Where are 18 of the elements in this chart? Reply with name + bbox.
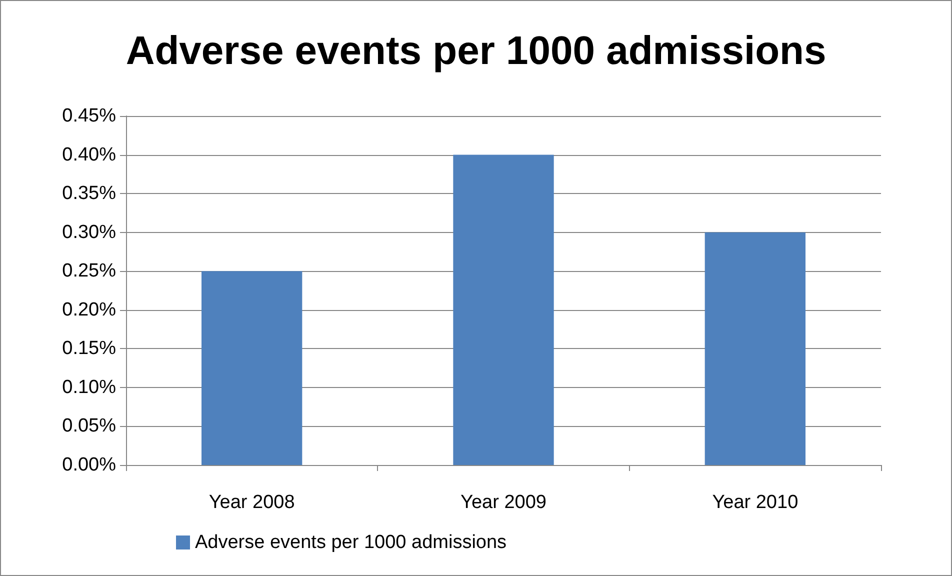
chart-title: Adverse events per 1000 admissions <box>126 29 826 73</box>
bar <box>453 154 554 465</box>
x-tick-label: Year 2008 <box>208 492 295 513</box>
y-tick-label: 0.15% <box>62 338 116 360</box>
y-tick-label: 0.40% <box>62 144 116 166</box>
y-tick-label: 0.45% <box>62 106 116 126</box>
y-tick-label: 0.20% <box>62 299 116 320</box>
y-tick-label: 0.35% <box>62 183 116 204</box>
legend-label: Adverse events per 1000 admissions <box>195 532 507 553</box>
y-tick-label: 0.25% <box>62 260 116 282</box>
y-tick-label: 0.10% <box>62 376 116 398</box>
x-tick-label: Year 2009 <box>460 492 546 513</box>
bar <box>704 232 806 465</box>
y-tick-label: 0.30% <box>62 222 116 243</box>
x-tick-label: Year 2010 <box>712 492 798 513</box>
y-tick-label: 0.05% <box>62 416 116 437</box>
bar <box>202 271 302 465</box>
y-tick-label: 0.00% <box>62 454 116 476</box>
